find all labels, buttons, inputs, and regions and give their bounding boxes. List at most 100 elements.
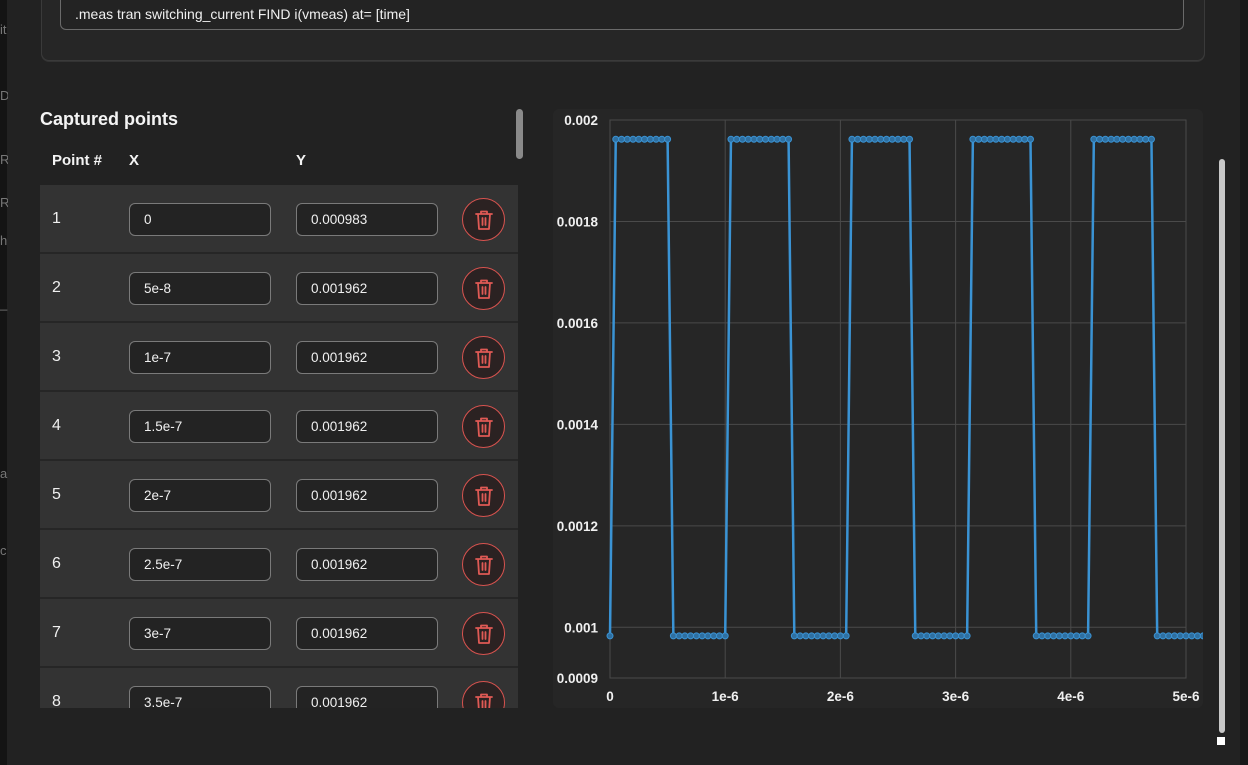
x-value-input[interactable] — [129, 410, 271, 443]
data-point — [635, 135, 643, 143]
y-value-input[interactable] — [296, 203, 438, 236]
y-value-input[interactable] — [296, 548, 438, 581]
data-point — [1044, 632, 1052, 640]
data-point — [646, 135, 654, 143]
data-point — [773, 135, 781, 143]
data-point — [750, 135, 758, 143]
background-edge-glyph: hi — [0, 233, 8, 248]
data-point — [1090, 135, 1098, 143]
trash-icon — [474, 348, 493, 368]
y-value-input[interactable] — [296, 479, 438, 512]
data-point — [906, 135, 914, 143]
data-point — [825, 632, 833, 640]
data-point — [917, 632, 925, 640]
data-point — [1119, 135, 1127, 143]
delete-point-button[interactable] — [462, 543, 505, 586]
waveform-chart: 0.0009 0.001 0.0012 0.0014 0.0016 0.0018 0.002… — [553, 109, 1213, 708]
point-number: 6 — [52, 555, 61, 572]
x-value-input[interactable] — [129, 203, 271, 236]
x-value-input[interactable] — [129, 548, 271, 581]
data-point — [1170, 632, 1178, 640]
y-tick-label: 0.0018 — [557, 214, 599, 229]
data-point — [1026, 135, 1034, 143]
data-point — [986, 135, 994, 143]
data-point — [669, 632, 677, 640]
y-value-input[interactable] — [296, 272, 438, 305]
data-point — [1153, 632, 1161, 640]
y-value-input[interactable] — [296, 617, 438, 650]
data-point — [969, 135, 977, 143]
trash-icon — [474, 693, 493, 708]
delete-point-button[interactable] — [462, 474, 505, 517]
meas-command-field[interactable]: .meas tran switching_current FIND i(vmea… — [60, 0, 1184, 30]
x-tick-label: 0 — [606, 689, 614, 704]
data-point — [1182, 632, 1190, 640]
data-point — [1101, 135, 1109, 143]
x-value-input[interactable] — [129, 479, 271, 512]
point-number: 2 — [52, 279, 61, 296]
x-value-input[interactable] — [129, 617, 271, 650]
x-value-input[interactable] — [129, 272, 271, 305]
data-point — [813, 632, 821, 640]
trash-icon — [474, 417, 493, 437]
delete-point-button[interactable] — [462, 681, 505, 708]
delete-point-button[interactable] — [462, 336, 505, 379]
data-point — [1050, 632, 1058, 640]
data-point — [790, 632, 798, 640]
data-point — [1130, 135, 1138, 143]
y-value-input[interactable] — [296, 341, 438, 374]
data-point — [1159, 632, 1167, 640]
data-point — [871, 135, 879, 143]
data-point — [1073, 632, 1081, 640]
data-point — [877, 135, 885, 143]
plot-frame — [609, 119, 1187, 679]
table-row: 6 — [40, 530, 518, 599]
data-point — [779, 135, 787, 143]
trash-icon — [474, 210, 493, 230]
data-point — [704, 632, 712, 640]
data-point — [1015, 135, 1023, 143]
x-value-input[interactable] — [129, 341, 271, 374]
data-point — [698, 632, 706, 640]
data-point — [802, 632, 810, 640]
data-point — [963, 632, 971, 640]
data-point — [738, 135, 746, 143]
y-tick-label: 0.0009 — [557, 671, 598, 686]
data-point — [865, 135, 873, 143]
delete-point-button[interactable] — [462, 267, 505, 310]
trash-icon — [474, 624, 493, 644]
resize-handle[interactable] — [1217, 737, 1225, 745]
captured-points-title: Captured points — [40, 109, 178, 129]
data-point — [848, 135, 856, 143]
dialog-scrollbar[interactable] — [1219, 159, 1225, 733]
data-point — [629, 135, 637, 143]
x-tick-label: 1e-6 — [712, 689, 740, 704]
data-point — [808, 632, 816, 640]
data-point — [842, 632, 850, 640]
column-header-point: Point # — [52, 152, 103, 169]
delete-point-button[interactable] — [462, 612, 505, 655]
delete-point-button[interactable] — [462, 198, 505, 241]
trash-icon — [474, 555, 493, 575]
series-line — [608, 138, 1210, 638]
data-point — [1147, 135, 1155, 143]
table-row: 7 — [40, 599, 518, 668]
chart-svg: 0.0009 0.001 0.0012 0.0014 0.0016 0.0018 0.002… — [557, 113, 1213, 704]
points-list-scrollbar[interactable] — [516, 109, 523, 159]
delete-point-button[interactable] — [462, 405, 505, 448]
trash-icon — [474, 279, 493, 299]
x-value-input[interactable] — [129, 686, 271, 708]
data-point — [687, 632, 695, 640]
background-edge-glyph: R — [0, 195, 8, 210]
data-point — [606, 632, 614, 640]
column-header-x: X — [129, 152, 140, 169]
data-point — [652, 135, 660, 143]
data-point — [836, 632, 844, 640]
column-header-y: Y — [296, 152, 307, 169]
background-edge-glyph: it — [0, 22, 7, 37]
data-point — [1165, 632, 1173, 640]
background-edge-glyph: c — [0, 543, 7, 558]
y-value-input[interactable] — [296, 686, 438, 708]
data-point — [692, 632, 700, 640]
y-value-input[interactable] — [296, 410, 438, 443]
